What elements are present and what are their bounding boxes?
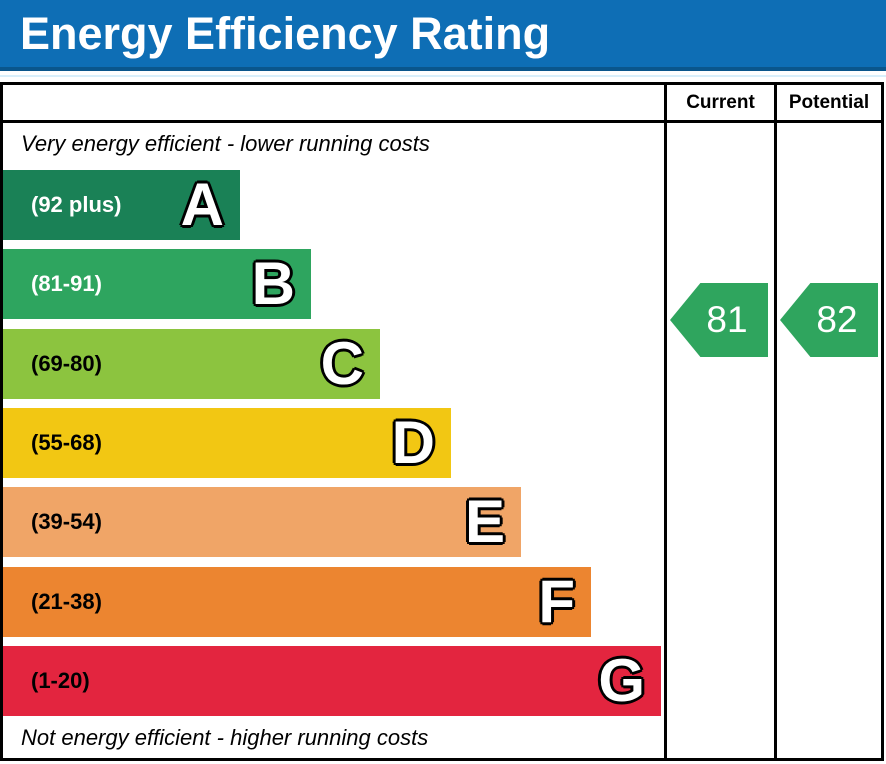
band-letter: E [464, 488, 505, 555]
column-divider-current [664, 85, 667, 758]
band-A: (92 plus) A [3, 170, 240, 240]
band-range-label: (69-80) [31, 351, 102, 376]
band-letter: F [538, 568, 575, 635]
band-range-label: (55-68) [31, 430, 102, 455]
title-bar-accent-line [0, 75, 886, 77]
band-B: (81-91) B [3, 249, 311, 319]
band-range-label: (21-38) [31, 589, 102, 614]
top-note: Very energy efficient - lower running co… [21, 131, 430, 156]
table-header-row [3, 85, 881, 123]
band-letter: B [251, 250, 295, 317]
band-G: (1-20) G [3, 646, 661, 716]
column-divider-potential [774, 85, 777, 758]
title-bar: Energy Efficiency Rating [0, 0, 886, 71]
rating-table: Current Potential Very energy efficient … [0, 82, 884, 761]
band-range-label: (1-20) [31, 668, 90, 693]
current-rating-arrow: 81 [670, 283, 768, 357]
bottom-note: Not energy efficient - higher running co… [21, 725, 429, 750]
band-range-label: (92 plus) [31, 192, 122, 217]
current-column-header: Current [686, 92, 755, 113]
band-range-label: (81-91) [31, 271, 102, 296]
band-letter: D [391, 409, 435, 476]
potential-rating-arrow: 82 [780, 283, 878, 357]
current-rating-value: 81 [706, 299, 748, 340]
band-letter: C [320, 330, 364, 397]
band-D: (55-68) D [3, 408, 451, 478]
band-letter: G [598, 647, 645, 714]
band-C: (69-80) C [3, 329, 380, 399]
band-F: (21-38) F [3, 567, 591, 637]
band-letter: A [180, 171, 224, 238]
potential-rating-value: 82 [816, 299, 858, 340]
band-range-label: (39-54) [31, 509, 102, 534]
potential-column-header: Potential [788, 92, 870, 113]
band-E: (39-54) E [3, 487, 521, 557]
page-title: Energy Efficiency Rating [20, 7, 551, 59]
